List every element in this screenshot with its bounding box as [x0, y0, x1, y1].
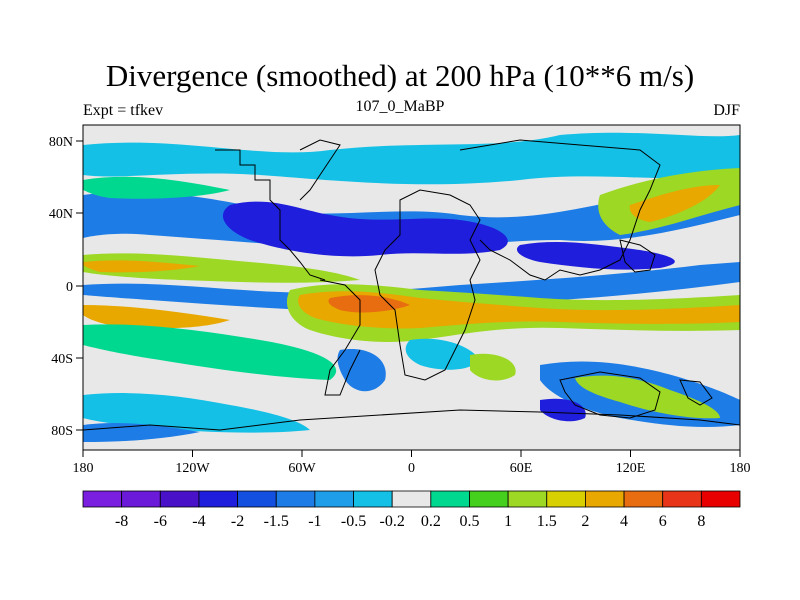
colorbar-label: -8: [115, 513, 128, 530]
y-tick-label: 40S: [51, 352, 73, 367]
x-tick-label: 120E: [616, 461, 646, 476]
x-tick-label: 60E: [510, 461, 533, 476]
colorbar-swatch: [469, 490, 509, 508]
colorbar-swatch: [662, 490, 702, 508]
colorbar-swatch: [430, 490, 470, 508]
y-tick-labels: 80N 40N 0 40S 80S: [49, 135, 73, 439]
colorbar-swatch: [314, 490, 354, 508]
colorbar-label: 6: [659, 513, 667, 530]
colorbar-label: 1.5: [537, 513, 557, 530]
y-tick-label: 80N: [49, 135, 73, 150]
colorbar-swatch: [546, 490, 586, 508]
colorbar-swatch: [585, 490, 625, 508]
colorbar-swatch: [198, 490, 238, 508]
y-tick-label: 40N: [49, 207, 73, 222]
colorbar-label: 1: [504, 513, 512, 530]
colorbar-swatch: [275, 490, 316, 508]
colorbar-label: 0.2: [421, 513, 441, 530]
colorbar-label: 2: [581, 513, 589, 530]
colorbar-label: -0.2: [380, 513, 405, 530]
experiment-label: Expt = tfkev: [83, 102, 164, 119]
colorbar-swatch: [82, 490, 123, 508]
x-tick-label: 120W: [175, 461, 210, 476]
colorbar-swatch: [237, 490, 277, 508]
x-tick-label: 0: [408, 461, 415, 476]
colorbar-swatch: [159, 490, 200, 508]
colorbar-label: -4: [192, 513, 205, 530]
plot-title: Divergence (smoothed) at 200 hPa (10**6 …: [105, 58, 695, 93]
colorbar-label: -1: [308, 513, 321, 530]
y-tick-label: 80S: [51, 424, 73, 439]
coastlines: [83, 139, 740, 431]
axis-ticks: [76, 140, 741, 457]
colorbar-swatch: [623, 490, 664, 508]
colorbar-label: -0.5: [341, 513, 366, 530]
colorbar-swatch: [700, 490, 741, 508]
colorbar: -8 -6 -4 -2 -1.5 -1 -0.5 -0.2 0.2 0.5 1 1.5 2 4 6 8: [82, 490, 741, 530]
x-tick-label: 180: [730, 461, 751, 476]
y-tick-label: 0: [66, 280, 73, 295]
x-tick-labels: 180 120W 60W 0 60E 120E 180: [73, 461, 751, 476]
colorbar-label: 0.5: [459, 513, 479, 530]
x-tick-label: 180: [73, 461, 94, 476]
colorbar-swatch: [121, 490, 161, 508]
colorbar-label: 8: [697, 513, 705, 530]
map-field: [83, 125, 740, 450]
period-label: 107_0_MaBP: [355, 98, 445, 115]
colorbar-label: -6: [154, 513, 167, 530]
colorbar-label: -2: [231, 513, 244, 530]
season-label: DJF: [713, 102, 740, 119]
colorbar-swatch: [391, 490, 432, 508]
colorbar-label: -1.5: [264, 513, 289, 530]
colorbar-swatch: [353, 490, 393, 508]
x-tick-label: 60W: [288, 461, 316, 476]
colorbar-swatch: [507, 490, 548, 508]
colorbar-label: 4: [620, 513, 628, 530]
